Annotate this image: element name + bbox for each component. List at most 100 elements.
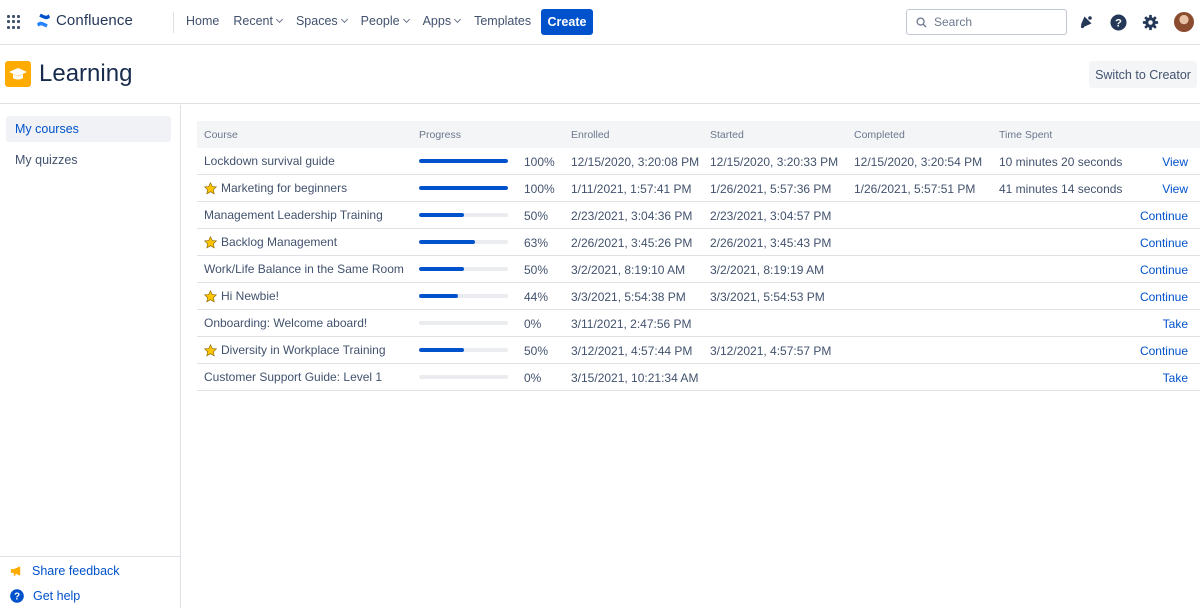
column-header-completed[interactable]: Completed <box>854 129 905 141</box>
started-date: 2/23/2021, 3:04:57 PM <box>710 209 832 223</box>
help-circle-icon: ? <box>10 589 24 603</box>
continue-link[interactable]: Continue <box>1139 263 1188 277</box>
enrolled-date: 12/15/2020, 3:20:08 PM <box>571 155 700 169</box>
help-icon[interactable]: ? <box>1108 12 1128 32</box>
progress-bar <box>419 375 508 379</box>
sidebar-footer: Share feedback ? Get help <box>0 556 181 603</box>
sidebar-item-my-courses[interactable]: My courses <box>6 116 171 142</box>
graduation-cap-icon <box>5 61 31 87</box>
search-input[interactable] <box>934 15 1054 29</box>
progress-bar <box>419 348 508 352</box>
course-name[interactable]: Management Leadership Training <box>204 208 383 222</box>
course-cell: Diversity in Workplace Training <box>203 343 386 357</box>
progress-percent: 63% <box>524 236 549 250</box>
page-title: Learning <box>39 60 133 87</box>
sidebar: My courses My quizzes Share feedback ? G… <box>0 105 181 608</box>
chevron-down-icon <box>402 15 410 24</box>
course-name[interactable]: Onboarding: Welcome aboard! <box>204 316 368 330</box>
table-row: Diversity in Workplace Training 50% 3/12/2… <box>197 337 1200 364</box>
nav-spaces[interactable]: Spaces <box>295 14 348 28</box>
table-header: Course Progress Enrolled Started Complet… <box>197 121 1200 148</box>
nav-home[interactable]: Home <box>186 14 219 28</box>
continue-link[interactable]: Continue <box>1139 236 1188 250</box>
column-header-enrolled[interactable]: Enrolled <box>571 129 610 141</box>
svg-text:?: ? <box>1115 17 1122 29</box>
nav-apps[interactable]: Apps <box>422 14 462 28</box>
course-name[interactable]: Hi Newbie! <box>221 289 280 303</box>
nav-apps-label: Apps <box>422 14 452 28</box>
started-date: 2/26/2021, 3:45:43 PM <box>710 236 832 250</box>
page-header: Learning Switch to Creator <box>0 46 1200 104</box>
column-header-progress[interactable]: Progress <box>419 129 462 141</box>
course-cell: Onboarding: Welcome aboard! <box>204 316 367 330</box>
nav-people-label: People <box>360 14 400 28</box>
continue-link[interactable]: Continue <box>1139 209 1188 223</box>
table-row: Customer Support Guide: Level 1 0% 3/15/20… <box>197 364 1200 391</box>
take-link[interactable]: Take <box>1162 317 1188 331</box>
nav-spaces-label: Spaces <box>295 14 338 28</box>
view-link[interactable]: View <box>1162 155 1188 169</box>
progress-bar-fill <box>419 159 508 163</box>
create-button[interactable]: Create <box>541 9 593 35</box>
nav-templates[interactable]: Templates <box>474 14 531 28</box>
take-link[interactable]: Take <box>1162 371 1188 385</box>
column-header-started[interactable]: Started <box>710 129 744 141</box>
view-link[interactable]: View <box>1162 182 1188 196</box>
progress-bar-fill <box>419 267 464 271</box>
progress-percent: 0% <box>524 371 542 385</box>
courses-table: Course Progress Enrolled Started Complet… <box>197 121 1200 391</box>
confluence-logo[interactable]: Confluence <box>36 12 133 29</box>
share-feedback-label: Share feedback <box>32 564 120 578</box>
switch-to-creator-button[interactable]: Switch to Creator <box>1089 61 1197 88</box>
get-help-link[interactable]: ? Get help <box>10 589 80 603</box>
enrolled-date: 3/15/2021, 10:21:34 AM <box>571 371 699 385</box>
nav-recent-label: Recent <box>233 14 273 28</box>
course-cell: Backlog Management <box>203 235 338 249</box>
course-name[interactable]: Customer Support Guide: Level 1 <box>204 370 383 384</box>
course-cell: Marketing for beginners <box>203 181 348 195</box>
search-box[interactable] <box>906 9 1067 35</box>
brand-name: Confluence <box>56 12 133 29</box>
progress-percent: 0% <box>524 317 542 331</box>
progress-bar <box>419 159 508 163</box>
column-header-time-spent[interactable]: Time Spent <box>999 129 1053 141</box>
table-row: Management Leadership Training 50% 2/23/20… <box>197 202 1200 229</box>
column-header-course[interactable]: Course <box>204 129 238 141</box>
nav-home-label: Home <box>186 14 220 28</box>
nav-people[interactable]: People <box>360 14 410 28</box>
course-name[interactable]: Marketing for beginners <box>221 181 348 195</box>
avatar[interactable] <box>1174 12 1194 32</box>
star-icon <box>203 181 218 195</box>
notifications-icon[interactable] <box>1076 12 1096 32</box>
started-date: 3/12/2021, 4:57:57 PM <box>710 344 832 358</box>
progress-bar-fill <box>419 294 459 298</box>
share-feedback-link[interactable]: Share feedback <box>10 564 120 578</box>
search-icon <box>916 16 927 28</box>
continue-link[interactable]: Continue <box>1139 290 1188 304</box>
chevron-down-icon <box>275 15 283 24</box>
completed-date: 1/26/2021, 5:57:51 PM <box>854 182 976 196</box>
course-name[interactable]: Work/Life Balance in the Same Room <box>204 262 404 276</box>
started-date: 3/2/2021, 8:19:19 AM <box>710 263 825 277</box>
settings-icon[interactable] <box>1140 12 1160 32</box>
progress-bar <box>419 240 508 244</box>
continue-link[interactable]: Continue <box>1139 344 1188 358</box>
completed-date: 12/15/2020, 3:20:54 PM <box>854 155 983 169</box>
progress-bar <box>419 321 508 325</box>
enrolled-date: 2/26/2021, 3:45:26 PM <box>571 236 693 250</box>
progress-percent: 50% <box>524 263 549 277</box>
course-name[interactable]: Backlog Management <box>221 235 338 249</box>
table-body: Lockdown survival guide 100% 12/15/2020, 3… <box>197 148 1200 391</box>
progress-percent: 100% <box>524 155 555 169</box>
progress-bar <box>419 267 508 271</box>
progress-percent: 50% <box>524 209 549 223</box>
progress-bar-fill <box>419 348 464 352</box>
sidebar-item-my-quizzes[interactable]: My quizzes <box>15 153 78 167</box>
nav-recent[interactable]: Recent <box>233 14 283 28</box>
course-name[interactable]: Lockdown survival guide <box>204 154 335 168</box>
course-name[interactable]: Diversity in Workplace Training <box>221 343 386 357</box>
nav-divider <box>173 12 174 33</box>
progress-bar <box>419 213 508 217</box>
course-cell: Management Leadership Training <box>204 208 383 222</box>
app-switcher-icon[interactable] <box>7 15 21 29</box>
